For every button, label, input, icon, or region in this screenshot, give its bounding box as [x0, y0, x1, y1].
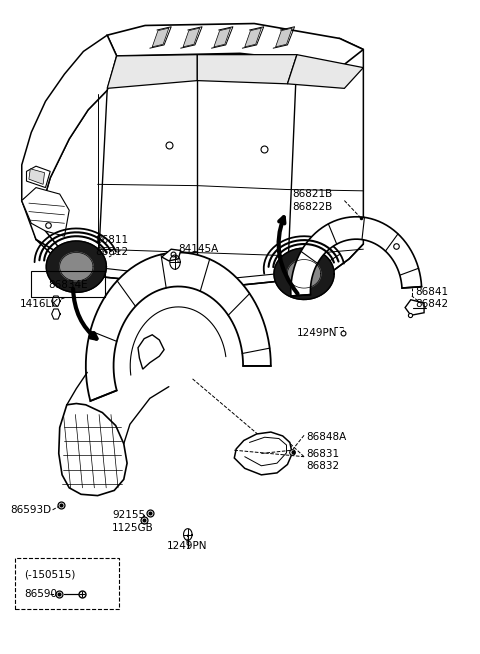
Polygon shape [86, 252, 271, 401]
Polygon shape [52, 309, 60, 319]
Text: 84145A: 84145A [179, 244, 218, 254]
Polygon shape [162, 249, 180, 261]
Text: (-150515): (-150515) [24, 570, 75, 579]
Bar [31, 271, 105, 296]
Polygon shape [245, 28, 261, 47]
Polygon shape [36, 39, 363, 288]
Polygon shape [22, 188, 69, 236]
Polygon shape [46, 241, 107, 292]
Polygon shape [59, 404, 127, 496]
Text: 92155
1125GB: 92155 1125GB [112, 510, 154, 533]
Text: 1249PN: 1249PN [167, 541, 207, 551]
Polygon shape [22, 35, 117, 239]
Polygon shape [276, 28, 292, 47]
Polygon shape [214, 28, 230, 47]
Polygon shape [22, 194, 97, 277]
Polygon shape [52, 296, 60, 306]
Polygon shape [29, 169, 45, 184]
Polygon shape [183, 28, 200, 47]
Text: 86811
86812: 86811 86812 [96, 235, 129, 257]
Polygon shape [274, 248, 334, 300]
Text: 1249PN: 1249PN [297, 328, 337, 339]
Polygon shape [138, 335, 164, 369]
Polygon shape [291, 216, 421, 296]
Polygon shape [60, 252, 93, 281]
Polygon shape [107, 55, 197, 88]
Text: 86848A: 86848A [306, 432, 347, 442]
Polygon shape [26, 166, 50, 188]
Text: 1416LK: 1416LK [19, 300, 59, 309]
Polygon shape [234, 432, 292, 475]
Polygon shape [152, 28, 169, 47]
Bar [14, 559, 119, 609]
Text: 86593D: 86593D [10, 505, 51, 515]
Text: 86590: 86590 [24, 589, 57, 599]
Polygon shape [197, 55, 297, 84]
Text: 86831
86832: 86831 86832 [306, 449, 339, 471]
Text: 86821B
86822B: 86821B 86822B [292, 190, 333, 212]
Polygon shape [288, 55, 363, 88]
Text: 86841
86842: 86841 86842 [416, 286, 449, 309]
Polygon shape [107, 24, 363, 64]
Text: 86834E: 86834E [48, 280, 87, 290]
Polygon shape [288, 260, 321, 288]
Polygon shape [405, 300, 424, 315]
